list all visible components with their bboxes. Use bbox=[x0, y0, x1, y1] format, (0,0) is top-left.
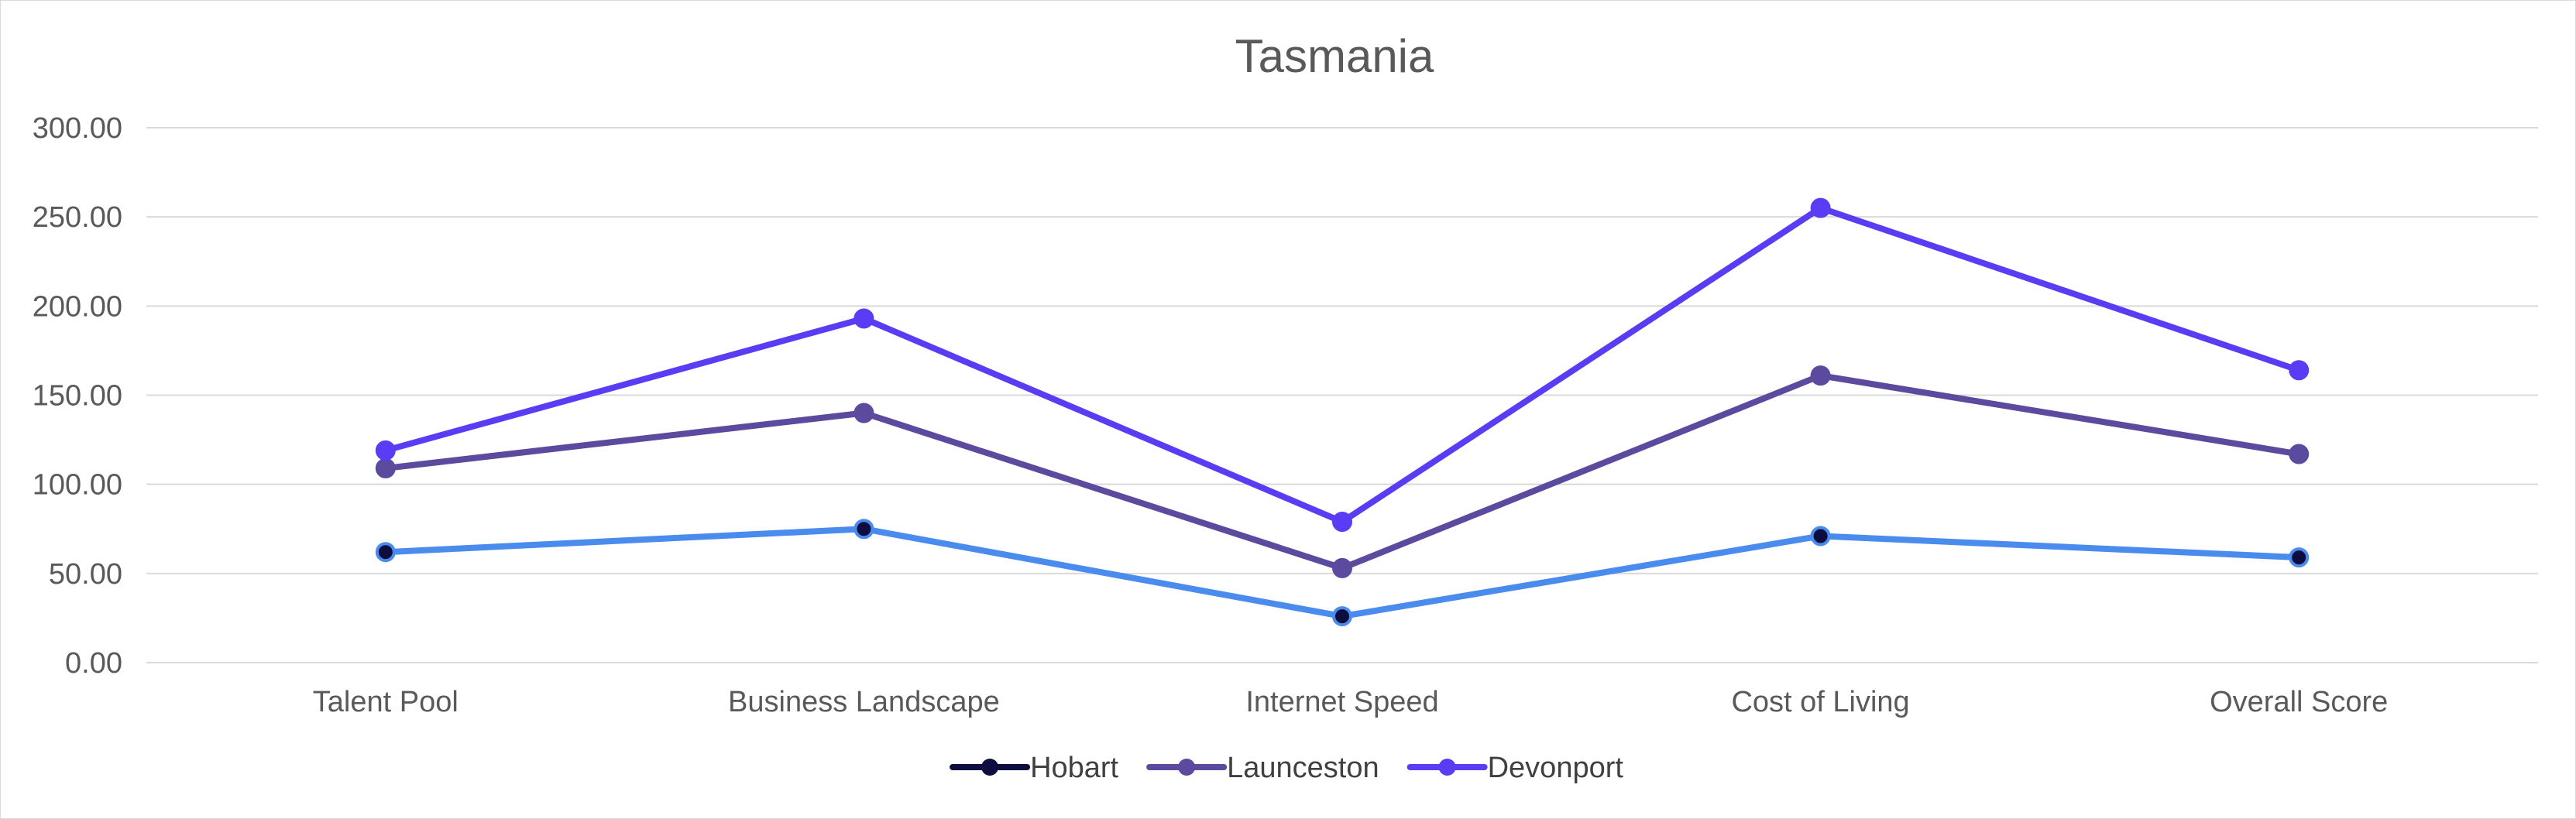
legend-item-launceston: Launceston bbox=[1146, 752, 1379, 784]
y-axis-ticks: 0.00 50.00 100.00 150.00 200.00 250.00 300.00 bbox=[33, 112, 122, 680]
data-point bbox=[375, 457, 396, 478]
y-tick-label: 50.00 bbox=[49, 558, 122, 591]
data-point bbox=[1332, 606, 1352, 627]
data-point bbox=[2289, 444, 2310, 464]
y-tick-label: 0.00 bbox=[65, 647, 122, 680]
series-launceston bbox=[375, 365, 2310, 578]
legend-label: Devonport bbox=[1488, 752, 1624, 784]
data-point bbox=[1810, 526, 1831, 547]
series-hobart bbox=[375, 519, 2310, 627]
data-point bbox=[375, 542, 396, 563]
data-point bbox=[375, 440, 396, 461]
data-point bbox=[1810, 197, 1831, 218]
legend-swatch-marker bbox=[1438, 759, 1456, 776]
legend-label: Launceston bbox=[1227, 752, 1379, 784]
x-tick-label: Internet Speed bbox=[1245, 686, 1438, 718]
y-tick-label: 150.00 bbox=[33, 380, 122, 413]
data-point bbox=[854, 308, 874, 329]
series-lines bbox=[375, 197, 2310, 627]
series-devonport bbox=[375, 197, 2310, 533]
x-axis-ticks: Talent Pool Business Landscape Internet Sp… bbox=[313, 686, 2389, 718]
x-tick-label: Talent Pool bbox=[313, 686, 459, 718]
data-point bbox=[2289, 547, 2310, 568]
x-tick-label: Cost of Living bbox=[1731, 686, 1909, 718]
legend-item-hobart: Hobart bbox=[950, 752, 1119, 784]
chart-title: Tasmania bbox=[1235, 30, 1434, 82]
x-tick-label: Overall Score bbox=[2210, 686, 2388, 718]
legend-swatch-marker bbox=[1178, 759, 1196, 776]
legend-swatch-marker bbox=[981, 759, 999, 776]
data-point bbox=[1810, 365, 1831, 386]
legend: Hobart Launceston Devonport bbox=[950, 752, 1624, 784]
data-point bbox=[854, 519, 874, 540]
series-line bbox=[382, 204, 2303, 526]
data-point bbox=[1332, 512, 1352, 533]
legend-item-devonport: Devonport bbox=[1406, 752, 1624, 784]
gridlines bbox=[146, 127, 2538, 663]
data-point bbox=[2289, 360, 2310, 381]
y-tick-label: 300.00 bbox=[33, 112, 122, 145]
y-tick-label: 100.00 bbox=[33, 469, 122, 502]
x-tick-label: Business Landscape bbox=[728, 686, 1000, 718]
y-tick-label: 200.00 bbox=[33, 290, 122, 323]
legend-label: Hobart bbox=[1030, 752, 1118, 784]
data-point bbox=[854, 403, 874, 423]
y-tick-label: 250.00 bbox=[33, 201, 122, 234]
data-point bbox=[1332, 557, 1352, 578]
